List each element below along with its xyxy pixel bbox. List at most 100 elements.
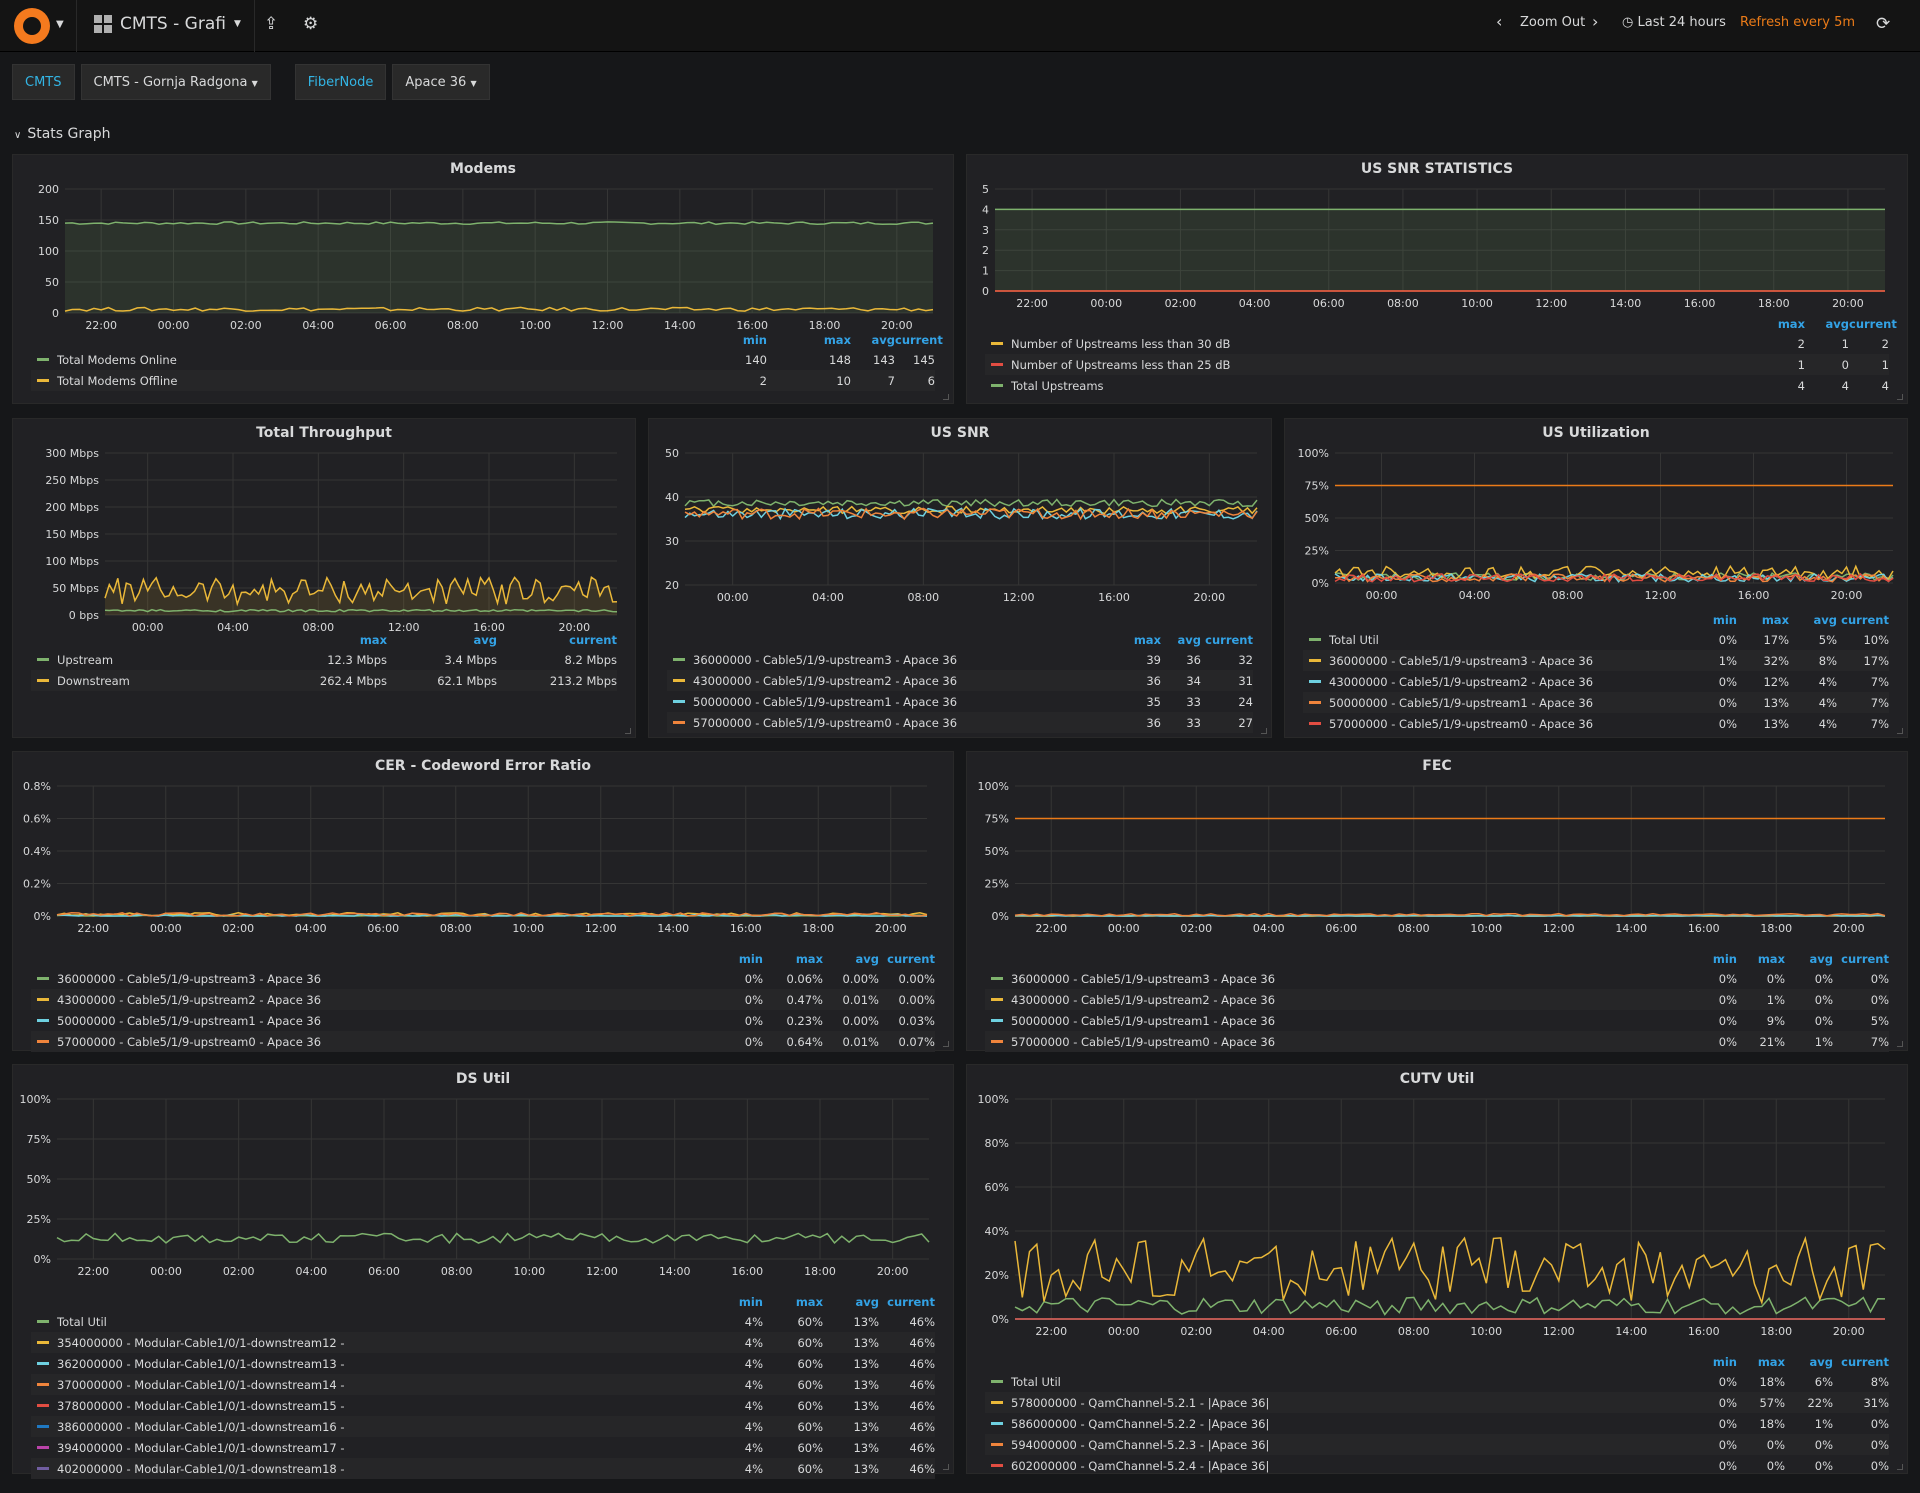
- gear-icon[interactable]: ⚙: [303, 14, 319, 34]
- series-color-swatch[interactable]: [673, 700, 685, 703]
- legend-row[interactable]: 594000000 - QamChannel-5.2.3 - |Apace 36…: [985, 1434, 1889, 1455]
- series-color-swatch[interactable]: [37, 679, 49, 682]
- series-color-swatch[interactable]: [1309, 701, 1321, 704]
- legend-series-name[interactable]: Number of Upstreams less than 30 dB: [1011, 336, 1231, 351]
- legend-series-name[interactable]: 43000000 - Cable5/1/9-upstream2 - Apace …: [57, 992, 322, 1007]
- panel-us-utilization[interactable]: US Utilization 100% 75% 50% 25% 0% 00:00 04:00 0…: [1284, 418, 1908, 738]
- legend-row[interactable]: 50000000 - Cable5/1/9-upstream1 - Apace …: [1303, 692, 1889, 713]
- legend-column-avg[interactable]: avg: [1813, 613, 1838, 627]
- legend-series-name[interactable]: 394000000 - Modular-Cable1/0/1-downstrea…: [57, 1440, 345, 1455]
- series-color-swatch[interactable]: [37, 977, 49, 980]
- legend-row[interactable]: Total Modems Offline 2 10 7 6: [31, 370, 935, 391]
- legend-column-min[interactable]: min: [738, 952, 763, 966]
- panel-fec[interactable]: FEC 100% 75% 50% 25% 0% 22:00 00:00 02:00 04:00 06…: [966, 751, 1908, 1052]
- legend-series-name[interactable]: 378000000 - Modular-Cable1/0/1-downstrea…: [57, 1398, 345, 1413]
- legend-series-name[interactable]: Upstream: [57, 652, 114, 667]
- chevron-right-icon[interactable]: ›: [1592, 12, 1599, 31]
- legend-series-name[interactable]: 586000000 - QamChannel-5.2.2 - |Apace 36…: [1011, 1416, 1270, 1431]
- legend-row[interactable]: 50000000 - Cable5/1/9-upstream1 - Apace …: [985, 1010, 1889, 1031]
- series-color-swatch[interactable]: [37, 1446, 49, 1449]
- legend-column-current[interactable]: current: [1849, 317, 1897, 331]
- legend-row[interactable]: Total Util 0% 17% 5% 10%: [1303, 629, 1889, 650]
- panel-us-snr[interactable]: US SNR 50 40 30 20 00:00 04:00 08:00 12:00 16:00 2…: [648, 418, 1272, 738]
- legend-row[interactable]: 578000000 - QamChannel-5.2.1 - |Apace 36…: [985, 1392, 1889, 1413]
- legend-row[interactable]: 43000000 - Cable5/1/9-upstream2 - Apace …: [667, 670, 1253, 691]
- series-color-swatch[interactable]: [37, 1040, 49, 1043]
- legend-row[interactable]: 394000000 - Modular-Cable1/0/1-downstrea…: [31, 1437, 935, 1458]
- legend-column-avg[interactable]: avg: [871, 333, 896, 347]
- series-color-swatch[interactable]: [673, 658, 685, 661]
- series-color-swatch[interactable]: [37, 998, 49, 1001]
- legend-column-max[interactable]: max: [795, 1295, 823, 1309]
- series-color-swatch[interactable]: [1309, 680, 1321, 683]
- series-color-swatch[interactable]: [1309, 722, 1321, 725]
- series-color-swatch[interactable]: [991, 1464, 1003, 1467]
- legend-series-name[interactable]: 36000000 - Cable5/1/9-upstream3 - Apace …: [1011, 971, 1276, 986]
- legend-row[interactable]: Total Modems Online 140 148 143 145: [31, 349, 935, 370]
- legend-column-max[interactable]: max: [1777, 317, 1805, 331]
- resize-handle-icon[interactable]: [625, 728, 631, 734]
- variable-select-fibernode[interactable]: Apace 36 ▼: [392, 64, 490, 100]
- resize-handle-icon[interactable]: [1897, 394, 1903, 400]
- legend-row[interactable]: 386000000 - Modular-Cable1/0/1-downstrea…: [31, 1416, 935, 1437]
- legend-series-name[interactable]: 43000000 - Cable5/1/9-upstream2 - Apace …: [1329, 674, 1594, 689]
- series-color-swatch[interactable]: [991, 1422, 1003, 1425]
- series-color-swatch[interactable]: [991, 977, 1003, 980]
- series-color-swatch[interactable]: [37, 1341, 49, 1344]
- legend-column-max[interactable]: max: [795, 952, 823, 966]
- legend-column-current[interactable]: current: [1841, 613, 1889, 627]
- series-color-swatch[interactable]: [991, 1443, 1003, 1446]
- legend-row[interactable]: 43000000 - Cable5/1/9-upstream2 - Apace …: [31, 989, 935, 1010]
- legend-series-name[interactable]: 36000000 - Cable5/1/9-upstream3 - Apace …: [57, 971, 322, 986]
- series-color-swatch[interactable]: [37, 1383, 49, 1386]
- legend-row[interactable]: 402000000 - Modular-Cable1/0/1-downstrea…: [31, 1458, 935, 1479]
- legend-row[interactable]: 586000000 - QamChannel-5.2.2 - |Apace 36…: [985, 1413, 1889, 1434]
- series-color-swatch[interactable]: [991, 342, 1003, 345]
- resize-handle-icon[interactable]: [943, 394, 949, 400]
- panel-title[interactable]: US Utilization: [1542, 425, 1650, 441]
- legend-series-name[interactable]: 386000000 - Modular-Cable1/0/1-downstrea…: [57, 1419, 345, 1434]
- legend-row[interactable]: 57000000 - Cable5/1/9-upstream0 - Apace …: [31, 1031, 935, 1052]
- series-color-swatch[interactable]: [37, 379, 49, 382]
- legend-row[interactable]: 50000000 - Cable5/1/9-upstream1 - Apace …: [667, 691, 1253, 712]
- legend-column-max[interactable]: max: [1761, 613, 1789, 627]
- chevron-down-icon[interactable]: ▼: [56, 19, 64, 30]
- zoom-out-button[interactable]: Zoom Out: [1520, 15, 1586, 30]
- legend-column-max[interactable]: max: [359, 633, 387, 647]
- legend-series-name[interactable]: 50000000 - Cable5/1/9-upstream1 - Apace …: [1329, 695, 1594, 710]
- legend-column-current[interactable]: current: [895, 333, 943, 347]
- legend-row[interactable]: 43000000 - Cable5/1/9-upstream2 - Apace …: [985, 989, 1889, 1010]
- legend-column-current[interactable]: current: [569, 633, 617, 647]
- legend-series-name[interactable]: 57000000 - Cable5/1/9-upstream0 - Apace …: [1011, 1034, 1276, 1049]
- refresh-icon[interactable]: ⟳: [1876, 14, 1891, 34]
- legend-series-name[interactable]: 57000000 - Cable5/1/9-upstream0 - Apace …: [693, 715, 958, 730]
- legend-column-avg[interactable]: avg: [473, 633, 498, 647]
- series-color-swatch[interactable]: [991, 384, 1003, 387]
- legend-column-max[interactable]: max: [1757, 1355, 1785, 1369]
- series-color-swatch[interactable]: [37, 1467, 49, 1470]
- legend-column-current[interactable]: current: [1841, 1355, 1889, 1369]
- share-icon[interactable]: ⇪: [264, 14, 279, 34]
- legend-row[interactable]: Total Util 0% 18% 6% 8%: [985, 1371, 1889, 1392]
- panel-title[interactable]: CER - Codeword Error Ratio: [374, 758, 592, 774]
- legend-column-avg[interactable]: avg: [855, 952, 880, 966]
- series-color-swatch[interactable]: [1309, 659, 1321, 662]
- grafana-logo-icon[interactable]: [14, 8, 50, 44]
- legend-series-name[interactable]: 594000000 - QamChannel-5.2.3 - |Apace 36…: [1011, 1437, 1270, 1452]
- legend-series-name[interactable]: Total Upstreams: [1011, 378, 1104, 393]
- series-color-swatch[interactable]: [1309, 638, 1321, 641]
- legend-column-avg[interactable]: avg: [1809, 1355, 1834, 1369]
- panel-title[interactable]: DS Util: [455, 1071, 511, 1087]
- legend-row[interactable]: 36000000 - Cable5/1/9-upstream3 - Apace …: [985, 968, 1889, 989]
- series-color-swatch[interactable]: [991, 363, 1003, 366]
- legend-row[interactable]: 57000000 - Cable5/1/9-upstream0 - Apace …: [1303, 713, 1889, 734]
- legend-series-name[interactable]: 602000000 - QamChannel-5.2.4 - |Apace 36…: [1011, 1458, 1270, 1473]
- series-color-swatch[interactable]: [991, 1380, 1003, 1383]
- legend-series-name[interactable]: Total Modems Offline: [57, 373, 178, 388]
- legend-series-name[interactable]: 50000000 - Cable5/1/9-upstream1 - Apace …: [693, 694, 958, 709]
- chevron-left-icon[interactable]: ‹: [1496, 12, 1503, 31]
- panel-title[interactable]: FEC: [1422, 758, 1452, 774]
- legend-series-name[interactable]: 578000000 - QamChannel-5.2.1 - |Apace 36…: [1011, 1395, 1270, 1410]
- series-color-swatch[interactable]: [37, 1425, 49, 1428]
- panel-cutv-util[interactable]: CUTV Util 100% 80% 60% 40% 20% 0% 22:00 00:00 02:…: [966, 1064, 1908, 1474]
